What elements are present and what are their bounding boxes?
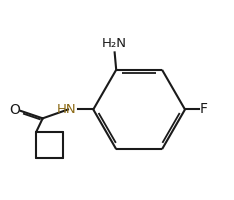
Text: O: O bbox=[9, 103, 20, 117]
Text: HN: HN bbox=[56, 103, 76, 116]
Text: H₂N: H₂N bbox=[102, 37, 127, 50]
Text: F: F bbox=[200, 102, 208, 116]
